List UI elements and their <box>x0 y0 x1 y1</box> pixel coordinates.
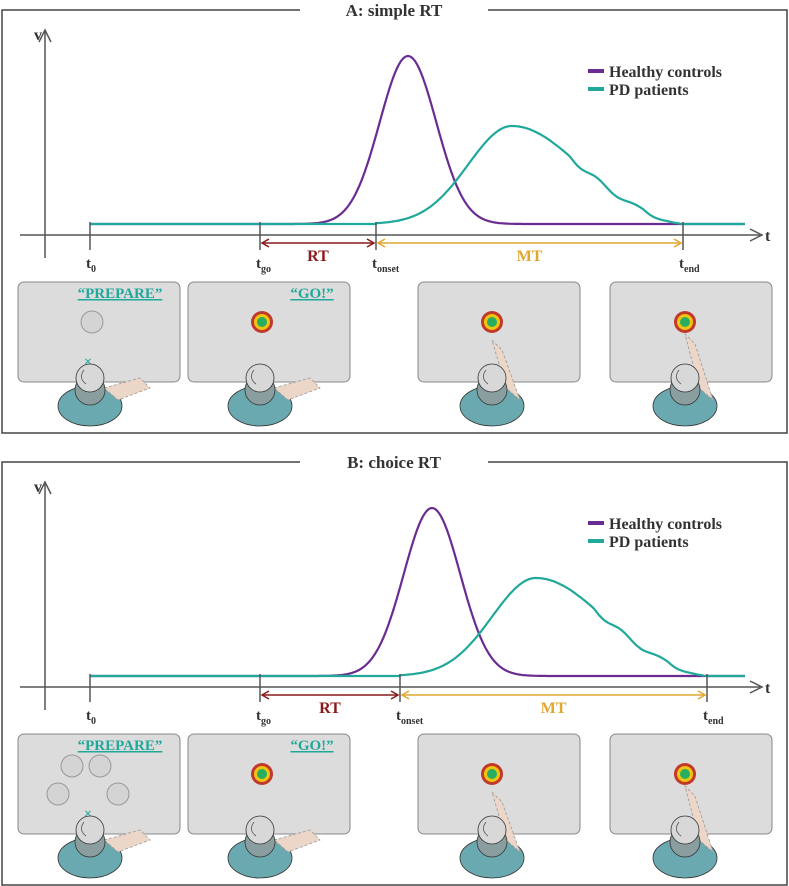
time-label: tonset <box>396 708 424 727</box>
y-arrow <box>38 480 52 495</box>
screen-text: “PREPARE” <box>78 738 163 754</box>
mt-label: MT <box>541 700 567 717</box>
ear <box>676 369 682 385</box>
target-center <box>680 317 690 327</box>
legend-label: Healthy controls <box>609 64 722 81</box>
head <box>75 363 105 393</box>
ear <box>251 369 257 385</box>
time-main: t <box>703 708 708 724</box>
pd-curve <box>90 576 745 678</box>
head <box>245 815 275 845</box>
mt-arrow-head <box>376 238 683 248</box>
time-sub: onset <box>401 716 424 727</box>
head <box>75 815 105 845</box>
screen-text: “GO!” <box>290 286 333 302</box>
mt-arrow-head <box>400 690 707 700</box>
target-center <box>680 769 690 779</box>
ear <box>81 821 87 837</box>
target-center <box>257 769 267 779</box>
pd-curve <box>90 124 745 226</box>
ear <box>483 821 489 837</box>
time-sub: end <box>708 716 724 727</box>
ear <box>676 821 682 837</box>
time-label: tend <box>679 256 700 275</box>
time-main: t <box>256 256 261 272</box>
head <box>670 363 700 393</box>
time-main: t <box>256 708 261 724</box>
y-label: v <box>34 27 42 44</box>
time-sub: 0 <box>91 264 96 275</box>
legend-label: PD patients <box>609 534 689 551</box>
head <box>477 363 507 393</box>
arm <box>491 339 521 402</box>
legend-label: Healthy controls <box>609 516 722 533</box>
target-slot <box>46 782 70 806</box>
panel-title: A: simple RT <box>346 1 443 20</box>
time-main: t <box>679 256 684 272</box>
target-center <box>257 317 267 327</box>
ear <box>81 369 87 385</box>
head <box>245 363 275 393</box>
rt-label: RT <box>307 248 329 265</box>
x-label: t <box>765 228 771 245</box>
x-label: t <box>765 680 771 697</box>
title-bg <box>300 0 488 20</box>
x-arrow <box>749 680 764 694</box>
ear <box>483 369 489 385</box>
target-center <box>487 317 497 327</box>
head <box>670 815 700 845</box>
screen-text: “GO!” <box>290 738 333 754</box>
arm <box>273 829 321 853</box>
arm <box>103 829 151 853</box>
target-slot <box>80 310 104 334</box>
arm <box>684 784 714 854</box>
time-label: t0 <box>86 708 96 727</box>
time-label: tonset <box>372 256 400 275</box>
legend-label: PD patients <box>609 82 689 99</box>
time-sub: 0 <box>91 716 96 727</box>
time-label: t0 <box>86 256 96 275</box>
target-slot <box>60 754 84 778</box>
time-main: t <box>86 708 91 724</box>
title-bg <box>300 452 488 472</box>
arm <box>273 377 321 401</box>
rt-arrow-head <box>260 690 400 700</box>
target-center <box>487 769 497 779</box>
time-sub: go <box>261 716 271 727</box>
head <box>477 815 507 845</box>
arm <box>684 332 714 402</box>
time-sub: onset <box>377 264 400 275</box>
start-cross: × <box>84 807 92 822</box>
time-main: t <box>86 256 91 272</box>
time-sub: go <box>261 264 271 275</box>
start-cross: × <box>84 355 92 370</box>
rt-arrow-head <box>260 238 376 248</box>
time-label: tgo <box>256 708 271 727</box>
panel-title: B: choice RT <box>347 453 441 472</box>
target-slot <box>106 782 130 806</box>
mt-label: MT <box>517 248 543 265</box>
screen-text: “PREPARE” <box>78 286 163 302</box>
time-sub: end <box>684 264 700 275</box>
y-arrow <box>38 28 52 43</box>
x-arrow <box>749 228 764 242</box>
time-label: tgo <box>256 256 271 275</box>
ear <box>251 821 257 837</box>
time-label: tend <box>703 708 724 727</box>
time-main: t <box>372 256 377 272</box>
y-label: v <box>34 479 42 496</box>
rt-label: RT <box>319 700 341 717</box>
arm <box>491 791 521 854</box>
arm <box>103 377 151 401</box>
target-slot <box>88 754 112 778</box>
time-main: t <box>396 708 401 724</box>
